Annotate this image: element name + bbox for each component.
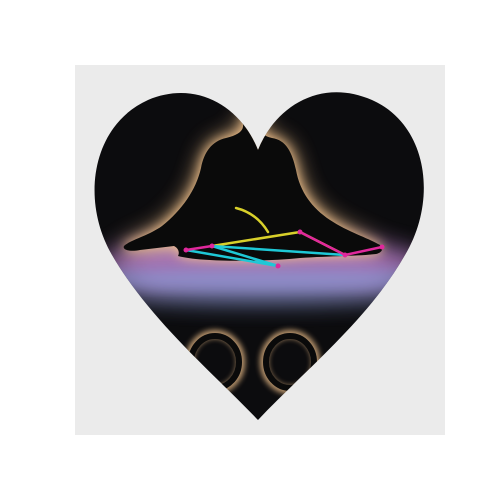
skeleton-joint	[342, 252, 348, 258]
skeleton-joint	[379, 244, 385, 250]
pose-skeleton-overlay	[183, 206, 385, 269]
skeleton-joint	[297, 229, 303, 235]
skeleton-joint	[183, 247, 189, 253]
skeleton-hip-line	[210, 230, 302, 248]
skeleton-right-foot-line	[343, 245, 384, 257]
skeleton-joint	[275, 263, 281, 269]
skeleton-right-leg-line	[298, 230, 347, 257]
skeleton-left-leg-line	[210, 244, 347, 257]
skeleton-joint	[209, 243, 215, 249]
skeleton-left-foot-line	[184, 248, 280, 268]
heart-sticker	[94, 92, 424, 420]
skeleton-torso-line	[234, 206, 270, 234]
floor-glow-band	[94, 270, 424, 288]
meditating-figure-silhouette	[123, 108, 383, 261]
skeleton-left-shin-line	[210, 244, 280, 268]
skeleton-left-ankle-line	[184, 244, 214, 252]
